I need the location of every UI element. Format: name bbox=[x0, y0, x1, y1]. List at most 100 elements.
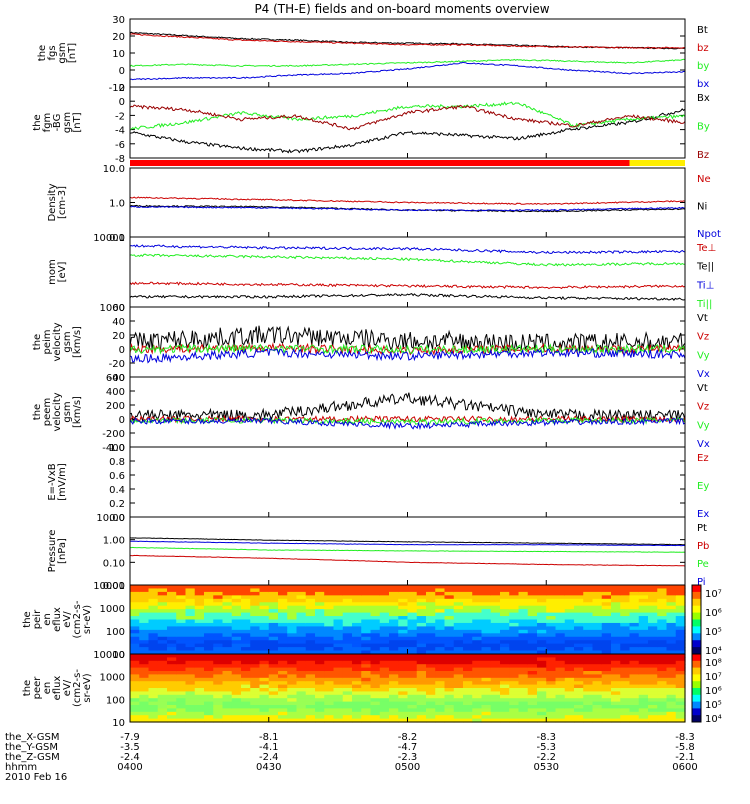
spectrogram-cell bbox=[509, 622, 520, 627]
spectrogram-cell bbox=[555, 671, 566, 675]
ytick-label: 100 bbox=[106, 695, 125, 706]
spectrogram-cell bbox=[185, 718, 196, 723]
ytick-label: -8 bbox=[115, 154, 125, 165]
spectrogram-cell bbox=[176, 684, 187, 689]
spectrogram-cell bbox=[268, 643, 279, 648]
spectrogram-cell bbox=[666, 715, 677, 720]
spectrogram-cell bbox=[537, 647, 547, 652]
spectrogram-cell bbox=[546, 640, 557, 645]
spectrogram-cell bbox=[213, 691, 224, 696]
spectrogram-cell bbox=[620, 605, 631, 610]
spectrogram-cell bbox=[611, 636, 621, 641]
spectrogram-cell bbox=[481, 694, 492, 699]
spectrogram-cell bbox=[130, 619, 140, 624]
spectrogram-cell bbox=[657, 711, 668, 716]
spectrogram-cell bbox=[352, 633, 362, 638]
spectrogram-cell bbox=[518, 595, 529, 600]
colorbar-band bbox=[692, 640, 701, 648]
spectrogram-cell bbox=[444, 647, 455, 652]
spectrogram-cell bbox=[157, 616, 168, 621]
spectrogram-cell bbox=[157, 598, 168, 603]
spectrogram-cell bbox=[296, 643, 307, 648]
spectrogram-cell bbox=[148, 609, 159, 614]
spectrogram-cell bbox=[583, 588, 594, 593]
spectrogram-cell bbox=[509, 633, 520, 638]
spectrogram-cell bbox=[361, 711, 372, 716]
spectrogram-cell bbox=[342, 585, 353, 590]
spectrogram-cell bbox=[500, 698, 510, 703]
spectrogram-cell bbox=[389, 616, 399, 621]
spectrogram-cell bbox=[564, 694, 575, 699]
spectrogram-cell bbox=[426, 718, 436, 723]
spectrogram-cell bbox=[148, 677, 159, 682]
spectrogram-cell bbox=[620, 619, 631, 624]
spectrogram-cell bbox=[620, 664, 631, 669]
spectrogram-cell bbox=[185, 701, 196, 706]
spectrogram-cell bbox=[361, 643, 372, 648]
spectrogram-cell bbox=[148, 605, 159, 610]
spectrogram-cell bbox=[305, 701, 316, 706]
spectrogram-cell bbox=[389, 701, 399, 706]
legend-item-pi: Pi bbox=[697, 577, 706, 588]
spectrogram-cell bbox=[407, 684, 418, 689]
legend-item-pe: Pe bbox=[697, 559, 709, 570]
spectrogram-cell bbox=[509, 588, 520, 593]
spectrogram-cell bbox=[518, 684, 529, 689]
spectrogram-cell bbox=[361, 622, 372, 627]
spectrogram-cell bbox=[361, 684, 372, 689]
spectrogram-cell bbox=[509, 657, 520, 662]
spectrogram-cell bbox=[194, 674, 205, 679]
spectrogram-cell bbox=[472, 598, 483, 603]
spectrogram-cell bbox=[546, 605, 557, 610]
spectrogram-cell bbox=[629, 654, 640, 658]
spectrogram-cell bbox=[463, 602, 473, 607]
spectrogram-cell bbox=[342, 677, 353, 682]
spectrogram-cell bbox=[416, 612, 427, 617]
spectrogram-cell bbox=[398, 674, 409, 679]
spectrogram-cell bbox=[435, 688, 446, 692]
y-axis-label: peer bbox=[32, 676, 43, 700]
spectrogram-cell bbox=[463, 715, 473, 720]
spectrogram-cell bbox=[176, 622, 187, 627]
spectrogram-cell bbox=[592, 674, 603, 679]
spectrogram-cell bbox=[675, 677, 686, 682]
spectrogram-cell bbox=[139, 708, 150, 713]
spectrogram-cell bbox=[444, 636, 455, 641]
spectrogram-cell bbox=[500, 691, 510, 696]
spectrogram-cell bbox=[268, 588, 279, 593]
spectrogram-cell bbox=[370, 636, 381, 641]
spectrogram-cell bbox=[490, 629, 501, 634]
spectrogram-cell bbox=[629, 591, 640, 596]
spectrogram-cell bbox=[194, 633, 205, 638]
spectrogram-cell bbox=[564, 640, 575, 645]
spectrogram-cell bbox=[629, 677, 640, 682]
spectrogram-cell bbox=[555, 612, 566, 617]
spectrogram-cell bbox=[250, 605, 261, 610]
spectrogram-cell bbox=[546, 609, 557, 614]
spectrogram-cell bbox=[611, 647, 621, 652]
spectrogram-cell bbox=[278, 588, 288, 593]
spectrogram-cell bbox=[648, 694, 658, 699]
spectrogram-cell bbox=[500, 629, 510, 634]
spectrogram-cell bbox=[629, 650, 640, 655]
spectrogram-cell bbox=[204, 701, 214, 706]
spectrogram-cell bbox=[537, 684, 547, 689]
spectrogram-cell bbox=[361, 585, 372, 590]
spectrogram-cell bbox=[296, 654, 307, 658]
spectrogram-cell bbox=[574, 591, 584, 596]
spectrogram-cell bbox=[250, 588, 261, 593]
spectrogram-cell bbox=[315, 636, 325, 641]
ytick-label: 20 bbox=[112, 32, 125, 43]
series-line-bx bbox=[129, 61, 686, 81]
spectrogram-cell bbox=[296, 616, 307, 621]
spectrogram-cell bbox=[139, 688, 150, 692]
spectrogram-cell bbox=[352, 591, 362, 596]
spectrogram-cell bbox=[472, 691, 483, 696]
spectrogram-cell bbox=[629, 616, 640, 621]
spectrogram-cell bbox=[250, 595, 261, 600]
spectrogram-cell bbox=[463, 657, 473, 662]
spectrogram-cell bbox=[463, 616, 473, 621]
spectrogram-cell bbox=[250, 691, 261, 696]
